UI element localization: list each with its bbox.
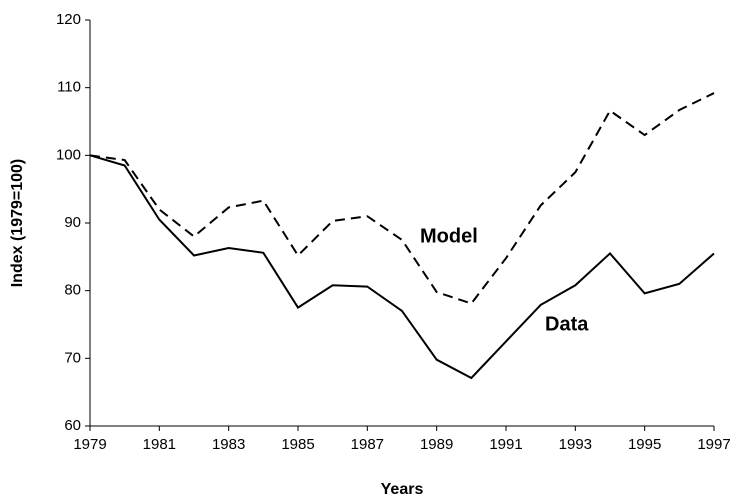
y-tick-label: 80 — [64, 282, 81, 299]
x-tick-label: 1979 — [73, 436, 106, 453]
x-tick-label: 1987 — [351, 436, 384, 453]
x-tick-label: 1983 — [212, 436, 245, 453]
x-tick-label: 1993 — [559, 436, 592, 453]
y-tick-label: 70 — [64, 349, 81, 366]
x-tick-label: 1995 — [628, 436, 661, 453]
series-label: Model — [420, 225, 478, 247]
y-tick-label: 120 — [56, 11, 81, 28]
x-tick-label: 1997 — [697, 436, 730, 453]
x-tick-label: 1981 — [143, 436, 176, 453]
series-line — [89, 154, 715, 380]
y-tick-label: 110 — [57, 79, 81, 96]
y-tick-label: 90 — [64, 214, 81, 231]
y-tick-label: 100 — [56, 146, 81, 163]
x-tick-label: 1985 — [281, 436, 314, 453]
x-axis-label: Years — [381, 481, 424, 498]
series-label: Data — [545, 313, 589, 335]
y-axis-label: Index (1979=100) — [9, 159, 26, 288]
y-tick-label: 60 — [64, 417, 81, 434]
x-tick-label: 1989 — [420, 436, 453, 453]
series-line — [89, 92, 715, 305]
x-tick-label: 1991 — [489, 436, 522, 453]
